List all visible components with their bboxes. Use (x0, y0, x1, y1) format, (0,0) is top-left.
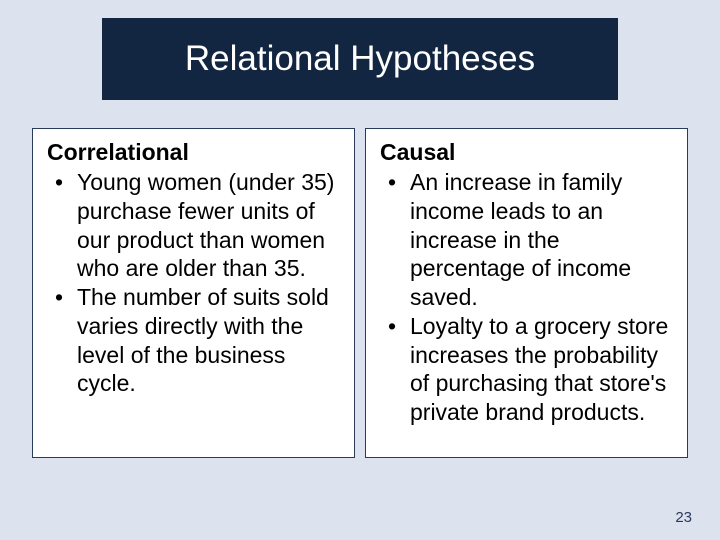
right-column: Causal An increase in family income lead… (365, 128, 688, 458)
list-item: An increase in family income leads to an… (380, 168, 673, 312)
left-column-list: Young women (under 35) purchase fewer un… (47, 168, 340, 398)
left-column-heading: Correlational (47, 139, 340, 166)
content-columns: Correlational Young women (under 35) pur… (32, 128, 688, 458)
slide-title: Relational Hypotheses (185, 39, 535, 79)
list-item: The number of suits sold varies directly… (47, 283, 340, 398)
title-bar: Relational Hypotheses (102, 18, 618, 100)
left-column: Correlational Young women (under 35) pur… (32, 128, 355, 458)
right-column-list: An increase in family income leads to an… (380, 168, 673, 427)
list-item: Loyalty to a grocery store increases the… (380, 312, 673, 427)
right-column-heading: Causal (380, 139, 673, 166)
page-number: 23 (675, 509, 692, 526)
list-item: Young women (under 35) purchase fewer un… (47, 168, 340, 283)
